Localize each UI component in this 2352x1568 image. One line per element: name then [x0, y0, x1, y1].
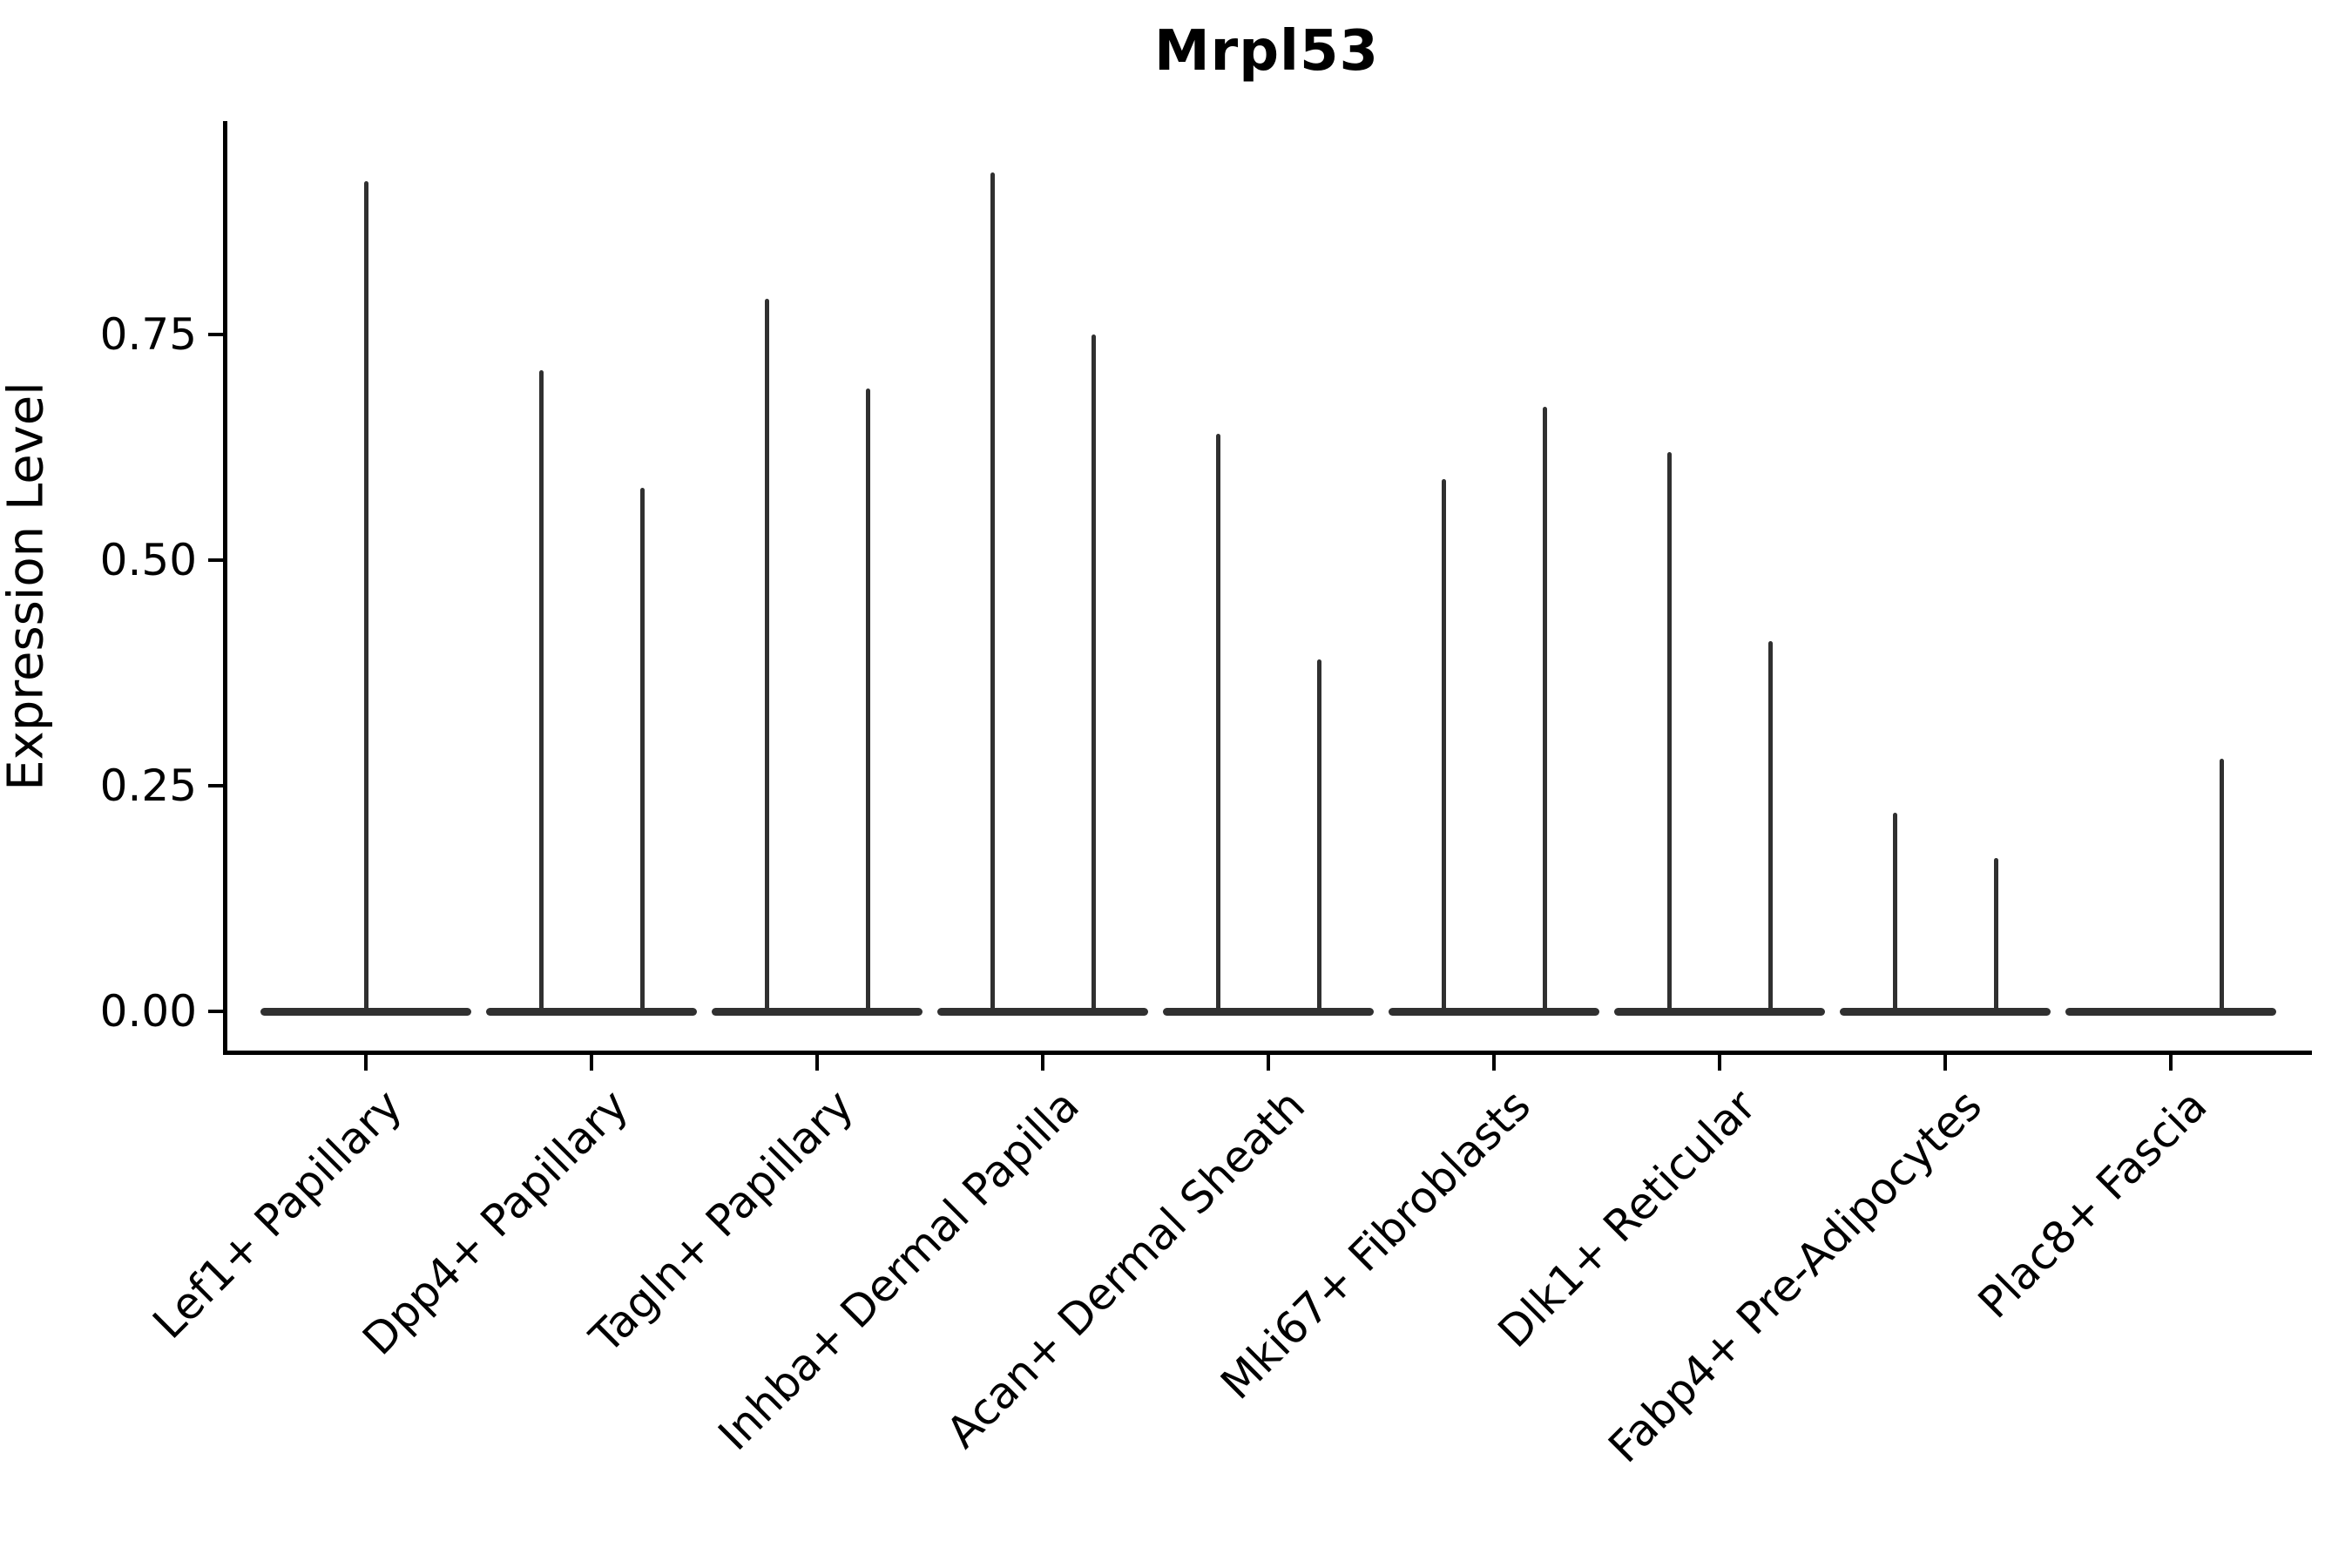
x-axis-spine — [223, 1051, 2312, 1055]
violin-base — [1389, 1007, 1599, 1016]
violin-base — [712, 1007, 923, 1016]
violin-spike — [1767, 641, 1773, 1013]
y-axis-tick — [208, 784, 224, 787]
x-axis-tick — [2169, 1055, 2173, 1071]
violin-spike — [1215, 433, 1220, 1013]
x-axis-tick — [1718, 1055, 1721, 1071]
violin-spike — [1993, 857, 1998, 1013]
x-axis-tick-label: Fabp4+ Pre-Adipocytes — [1598, 1079, 1991, 1473]
x-axis-tick — [1943, 1055, 1947, 1071]
x-axis-tick — [1041, 1055, 1044, 1071]
y-axis-tick-label: 0.50 — [99, 535, 197, 585]
violin-base — [486, 1007, 697, 1016]
violin-spike — [639, 488, 645, 1013]
y-axis-tick-label: 0.00 — [99, 986, 197, 1037]
violin-spike — [990, 172, 995, 1013]
x-axis-tick-label: Lef1+ Papillary — [143, 1079, 412, 1348]
y-axis-spine — [223, 121, 227, 1055]
x-axis-tick — [364, 1055, 368, 1071]
x-axis-tick — [590, 1055, 593, 1071]
violin-base — [937, 1007, 1148, 1016]
violin-base — [1163, 1007, 1374, 1016]
violin-spike — [1091, 335, 1096, 1013]
y-axis-tick-label: 0.25 — [99, 760, 197, 811]
x-axis-tick-label: Plac8+ Fascia — [1969, 1079, 2217, 1328]
violin-base — [1614, 1007, 1825, 1016]
violin-spike — [764, 298, 769, 1013]
y-axis-tick — [208, 558, 224, 562]
y-axis-label-text: Expression Level — [0, 382, 55, 791]
y-axis-tick-label: 0.75 — [99, 309, 197, 360]
violin-spike — [865, 389, 870, 1013]
violin-spike — [363, 180, 368, 1013]
y-axis-tick — [208, 1010, 224, 1013]
violin-spike — [2219, 758, 2224, 1013]
violin-base — [2065, 1007, 2276, 1016]
violin-spike — [1892, 813, 1897, 1013]
violin-spike — [538, 370, 544, 1013]
violin-spike — [1316, 659, 1321, 1013]
x-axis-tick-label: Inhba+ Dermal Papilla — [708, 1079, 1089, 1461]
x-axis-tick — [1267, 1055, 1270, 1071]
violin-spike — [1542, 406, 1547, 1013]
y-axis-tick — [208, 333, 224, 336]
figure-title: Mrpl53 — [1153, 19, 1380, 84]
x-axis-tick — [815, 1055, 819, 1071]
violin-spike — [1666, 451, 1672, 1013]
violin-base — [1840, 1007, 2051, 1016]
violin-spike — [1441, 478, 1446, 1013]
x-axis-tick — [1492, 1055, 1496, 1071]
